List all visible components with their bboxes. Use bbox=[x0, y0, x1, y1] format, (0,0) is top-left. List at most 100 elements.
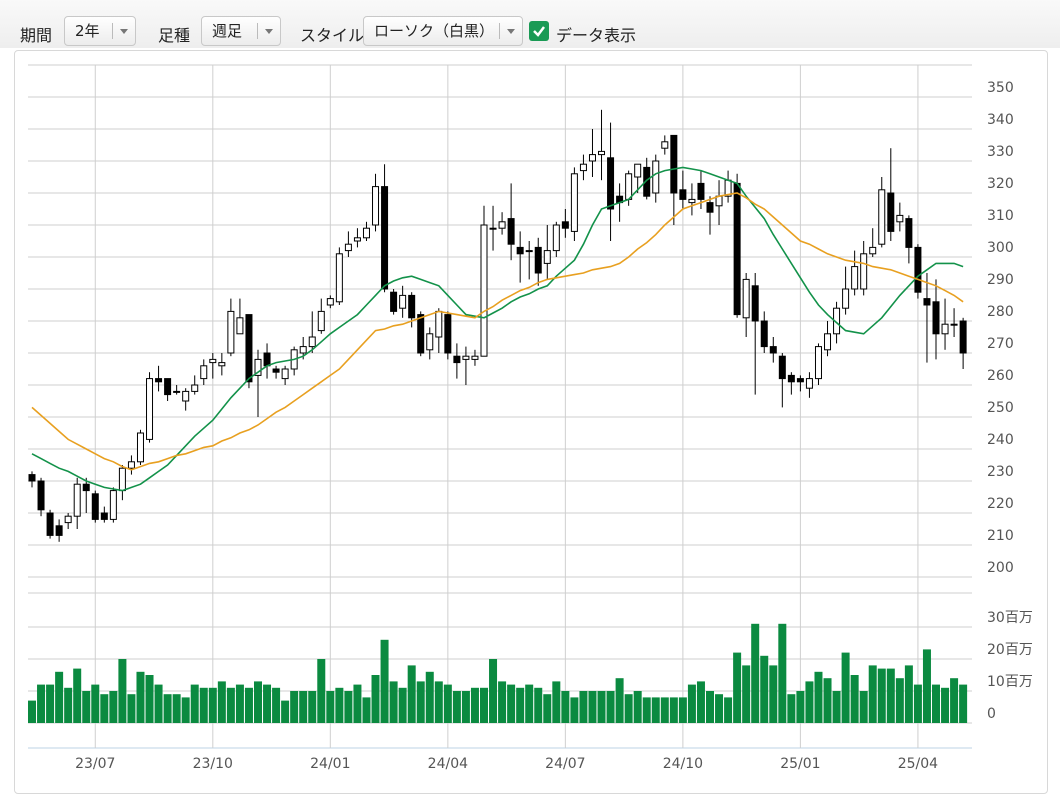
volume-bar bbox=[380, 639, 389, 723]
volume-bar bbox=[859, 691, 868, 723]
candle-body bbox=[697, 182, 705, 200]
chart-panel bbox=[14, 50, 1048, 794]
candle-body bbox=[869, 246, 877, 255]
candle-body bbox=[588, 154, 596, 162]
y-tick-label: 260 bbox=[987, 368, 1014, 384]
candle-body bbox=[100, 512, 108, 520]
candle-body bbox=[507, 218, 515, 245]
y-tick-label: 0 bbox=[987, 706, 996, 722]
candle-body bbox=[516, 246, 524, 255]
volume-bar bbox=[570, 697, 579, 723]
candle-body bbox=[82, 483, 90, 492]
candle-body bbox=[932, 301, 940, 335]
candle-body bbox=[272, 368, 280, 373]
candle-body bbox=[308, 336, 316, 348]
y-tick-label: 280 bbox=[987, 304, 1014, 320]
y-tick-label: 270 bbox=[987, 336, 1014, 352]
candle-body bbox=[28, 474, 36, 482]
volume-bar bbox=[82, 691, 91, 723]
candle-body bbox=[579, 163, 587, 172]
candle-body bbox=[353, 237, 361, 242]
style-dropdown[interactable]: ローソク（白黒） bbox=[363, 16, 523, 46]
volume-bar bbox=[281, 700, 290, 723]
show-data-label[interactable]: データ表示 bbox=[556, 26, 637, 45]
volume-bar bbox=[850, 675, 859, 723]
y-tick-label: 20百万 bbox=[987, 642, 1033, 658]
candle-body bbox=[480, 224, 488, 357]
volume-bar bbox=[642, 697, 651, 723]
volume-bar bbox=[470, 687, 479, 723]
volume-bar bbox=[163, 694, 172, 723]
type-label: 足種 bbox=[158, 26, 191, 45]
candle-body bbox=[851, 266, 859, 290]
candle-body bbox=[706, 202, 714, 213]
y-tick-label: 240 bbox=[987, 432, 1014, 448]
x-tick-label: 23/10 bbox=[193, 756, 233, 772]
candle-body bbox=[55, 525, 63, 536]
candle-body bbox=[462, 355, 470, 360]
candle-body bbox=[679, 189, 687, 200]
period-value: 2年 bbox=[75, 22, 100, 40]
moving-average-line bbox=[31, 192, 964, 471]
volume-bar bbox=[660, 697, 669, 723]
candle-body bbox=[489, 227, 497, 230]
candle-body bbox=[136, 432, 144, 463]
candle-body bbox=[362, 227, 370, 239]
candle-body bbox=[498, 221, 506, 229]
volume-bar bbox=[696, 681, 705, 723]
candle-body bbox=[950, 323, 958, 326]
volume-bar bbox=[823, 678, 832, 723]
type-dropdown[interactable]: 週足 bbox=[201, 16, 281, 46]
volume-bar bbox=[615, 678, 624, 723]
check-mark bbox=[533, 26, 545, 37]
volume-bar bbox=[886, 668, 895, 723]
y-tick-label: 230 bbox=[987, 464, 1014, 480]
candle-body bbox=[534, 246, 542, 274]
x-tick-label: 24/07 bbox=[545, 756, 585, 772]
candle-body bbox=[634, 163, 642, 178]
volume-bar bbox=[525, 684, 534, 723]
volume-bar bbox=[543, 694, 552, 723]
candle-body bbox=[435, 310, 443, 338]
x-tick-label: 24/10 bbox=[663, 756, 703, 772]
volume-bar bbox=[624, 694, 633, 723]
volume-bar bbox=[416, 681, 425, 723]
volume-bar bbox=[787, 694, 796, 723]
volume-bar bbox=[498, 681, 507, 723]
toolbar: 期間 2年 足種 週足 スタイル ローソク（白黒） データ表示 bbox=[0, 0, 1060, 48]
volume-bar bbox=[733, 652, 742, 723]
y-tick-label: 330 bbox=[987, 144, 1014, 160]
candle-body bbox=[155, 378, 163, 383]
candle-body bbox=[335, 253, 343, 303]
candle-body bbox=[444, 314, 452, 354]
volume-bar bbox=[480, 687, 488, 723]
y-tick-label: 290 bbox=[987, 272, 1014, 288]
period-label: 期間 bbox=[20, 26, 53, 45]
volume-bar bbox=[941, 687, 950, 723]
volume-bar bbox=[317, 659, 326, 723]
candle-body bbox=[769, 346, 777, 354]
volume-bar bbox=[73, 668, 82, 723]
show-data-checkbox[interactable] bbox=[529, 21, 549, 41]
volume-bar bbox=[588, 691, 597, 723]
y-tick-label: 300 bbox=[987, 240, 1014, 256]
volume-bar bbox=[172, 694, 181, 723]
candle-body bbox=[598, 150, 606, 156]
candle-body bbox=[109, 490, 117, 520]
volume-bar bbox=[932, 684, 940, 723]
candle-body bbox=[73, 483, 81, 517]
volume-bar bbox=[769, 665, 778, 723]
volume-bar bbox=[208, 687, 217, 723]
volume-bar bbox=[489, 659, 498, 723]
volume-bar bbox=[452, 691, 461, 723]
volume-bar bbox=[606, 691, 615, 723]
volume-bar bbox=[154, 684, 163, 723]
candle-body bbox=[173, 390, 181, 393]
style-value: ローソク（白黒） bbox=[374, 22, 495, 40]
candle-body bbox=[164, 378, 172, 396]
volume-bar bbox=[100, 694, 109, 723]
period-dropdown[interactable]: 2年 bbox=[64, 16, 136, 46]
candle-body bbox=[824, 333, 832, 351]
volume-bar bbox=[28, 700, 36, 723]
volume-bar bbox=[244, 687, 253, 723]
